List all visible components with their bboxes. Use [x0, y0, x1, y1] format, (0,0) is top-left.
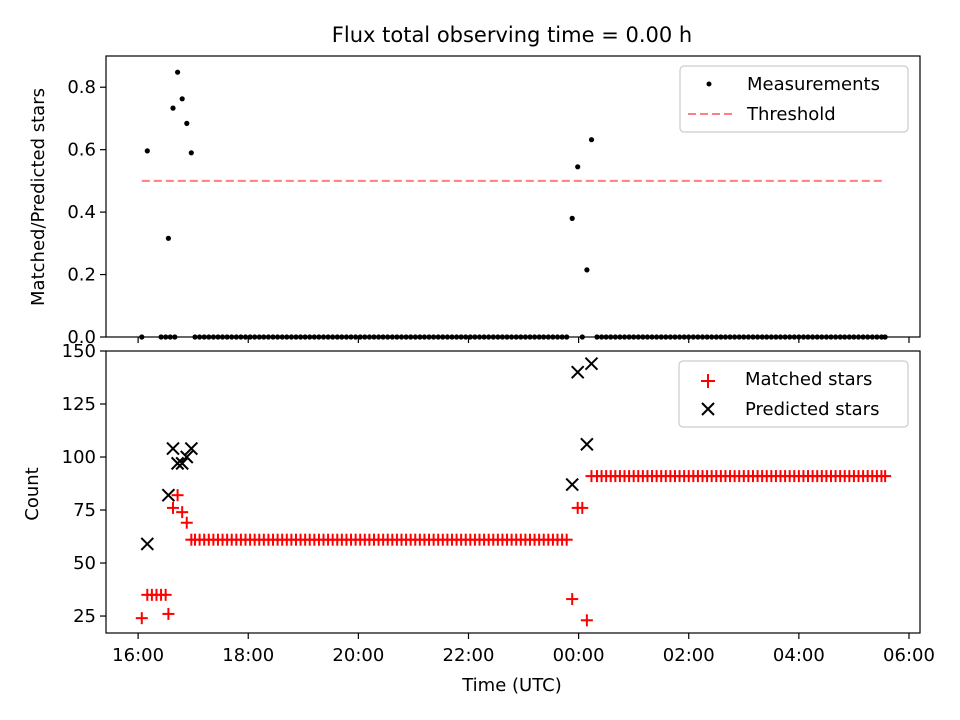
y-tick-label: 125 [62, 394, 96, 415]
legend-measurements-label: Measurements [747, 74, 880, 95]
y-tick-label: 0.2 [67, 265, 96, 286]
measurement-point [175, 70, 180, 75]
x-tick-label: 02:00 [663, 645, 715, 666]
bottom-legend: Matched stars Predicted stars [679, 361, 908, 427]
x-tick-label: 22:00 [443, 645, 495, 666]
x-tick-label: 18:00 [222, 645, 274, 666]
x-tick-label: 16:00 [112, 645, 164, 666]
x-axis-label: Time (UTC) [461, 675, 562, 696]
legend-threshold-label: Threshold [746, 104, 836, 125]
x-tick-label: 06:00 [883, 645, 935, 666]
legend-predicted-label: Predicted stars [745, 399, 879, 420]
y-tick-label: 75 [73, 500, 96, 521]
y-tick-label: 25 [73, 606, 96, 627]
figure: Flux total observing time = 0.00 h 0.00.… [0, 0, 960, 720]
measurement-point [184, 121, 189, 126]
y-tick-label: 50 [73, 553, 96, 574]
x-tick-label: 04:00 [773, 645, 825, 666]
x-tick-label: 20:00 [332, 645, 384, 666]
x-tick-label: 00:00 [553, 645, 605, 666]
bottom-y-axis-label: Count [22, 467, 43, 520]
measurement-point [589, 137, 594, 142]
legend-matched-label: Matched stars [745, 369, 872, 390]
measurement-point [575, 164, 580, 169]
measurement-point [584, 267, 589, 272]
y-tick-label: 0.8 [67, 77, 96, 98]
measurement-point [145, 148, 150, 153]
y-tick-label: 100 [62, 447, 96, 468]
top-legend: Measurements Threshold [680, 66, 908, 132]
measurement-point [180, 96, 185, 101]
y-tick-label: 150 [62, 341, 96, 362]
top-y-axis-label: Matched/Predicted stars [28, 88, 49, 306]
y-tick-label: 0.6 [67, 140, 96, 161]
measurement-point [570, 216, 575, 221]
legend-measurements-marker [707, 82, 712, 87]
chart-title: Flux total observing time = 0.00 h [332, 23, 692, 47]
measurement-point [170, 106, 175, 111]
measurement-point [166, 236, 171, 241]
y-tick-label: 0.4 [67, 202, 96, 223]
measurement-point [189, 150, 194, 155]
